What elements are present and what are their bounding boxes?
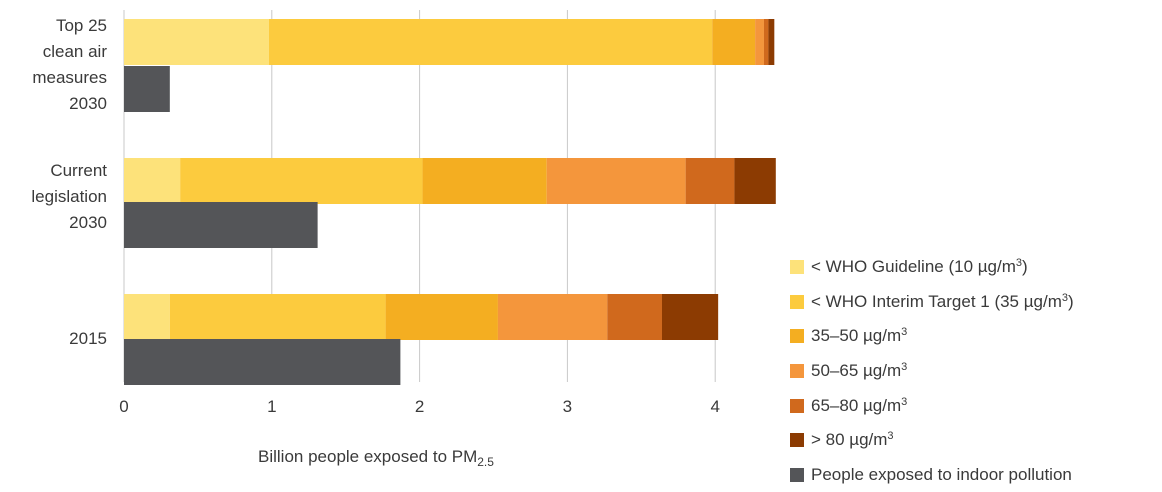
category-label-line: 2015 (69, 329, 107, 348)
legend-swatch (790, 398, 804, 413)
bar-segment (497, 294, 608, 340)
category-label-line: clean air (42, 42, 107, 61)
category-label-line: legislation (31, 187, 107, 206)
bar-segment (268, 19, 713, 65)
category-label-line: measures (32, 68, 107, 87)
legend-label: > 80 µg/m3 (811, 430, 894, 450)
legend: < WHO Guideline (10 µg/m3) < WHO Interim … (790, 250, 1074, 492)
bar-segment (734, 158, 776, 204)
category-label: Current legislation 2030 (31, 158, 107, 236)
legend-item: 65–80 µg/m3 (790, 388, 1074, 423)
indoor-bar (124, 202, 318, 248)
bar-segment (755, 19, 764, 65)
legend-label: < WHO Guideline (10 µg/m3) (811, 257, 1028, 277)
legend-item: 50–65 µg/m3 (790, 354, 1074, 389)
legend-item: < WHO Guideline (10 µg/m3) (790, 250, 1074, 285)
legend-item: < WHO Interim Target 1 (35 µg/m3) (790, 285, 1074, 320)
bar-segment (712, 19, 756, 65)
category-label: Top 25 clean air measures 2030 (32, 13, 107, 117)
legend-swatch (790, 329, 804, 344)
bar-segment (124, 158, 181, 204)
legend-swatch (790, 364, 804, 379)
x-axis-label: Billion people exposed to PM2.5 (258, 447, 494, 469)
legend-swatch (790, 433, 804, 448)
bar-segment (685, 158, 735, 204)
bar-segment (180, 158, 423, 204)
bar-segment (422, 158, 547, 204)
x-tick-label: 4 (710, 397, 719, 416)
legend-item: > 80 µg/m3 (790, 423, 1074, 458)
legend-item: 35–50 µg/m3 (790, 319, 1074, 354)
category-label: 2015 (69, 326, 107, 352)
x-tick-label: 1 (267, 397, 276, 416)
bar-segment (763, 19, 769, 65)
bar-segment (169, 294, 386, 340)
bar-segment (124, 19, 269, 65)
x-tick-label: 2 (415, 397, 424, 416)
indoor-bar (124, 66, 170, 112)
bar-segment (607, 294, 662, 340)
legend-label: 50–65 µg/m3 (811, 361, 908, 381)
category-label-line: Top 25 (55, 16, 107, 35)
category-label-line: 2030 (69, 94, 107, 113)
legend-label: < WHO Interim Target 1 (35 µg/m3) (811, 291, 1074, 311)
bar-chart: 0 1 2 3 4 (119, 10, 776, 416)
bar-segment (385, 294, 498, 340)
indoor-bar (124, 339, 401, 385)
x-tick-label: 0 (119, 397, 128, 416)
category-label-line: Current (50, 161, 107, 180)
category-label-line: 2030 (69, 213, 107, 232)
legend-swatch (790, 294, 804, 309)
x-tick-label: 3 (563, 397, 572, 416)
bar-segment (661, 294, 719, 340)
legend-label: 65–80 µg/m3 (811, 395, 908, 415)
legend-label: 35–50 µg/m3 (811, 326, 908, 346)
legend-swatch (790, 260, 804, 275)
bar-segment (546, 158, 686, 204)
bar-segment (768, 19, 775, 65)
bar-segment (124, 294, 170, 340)
